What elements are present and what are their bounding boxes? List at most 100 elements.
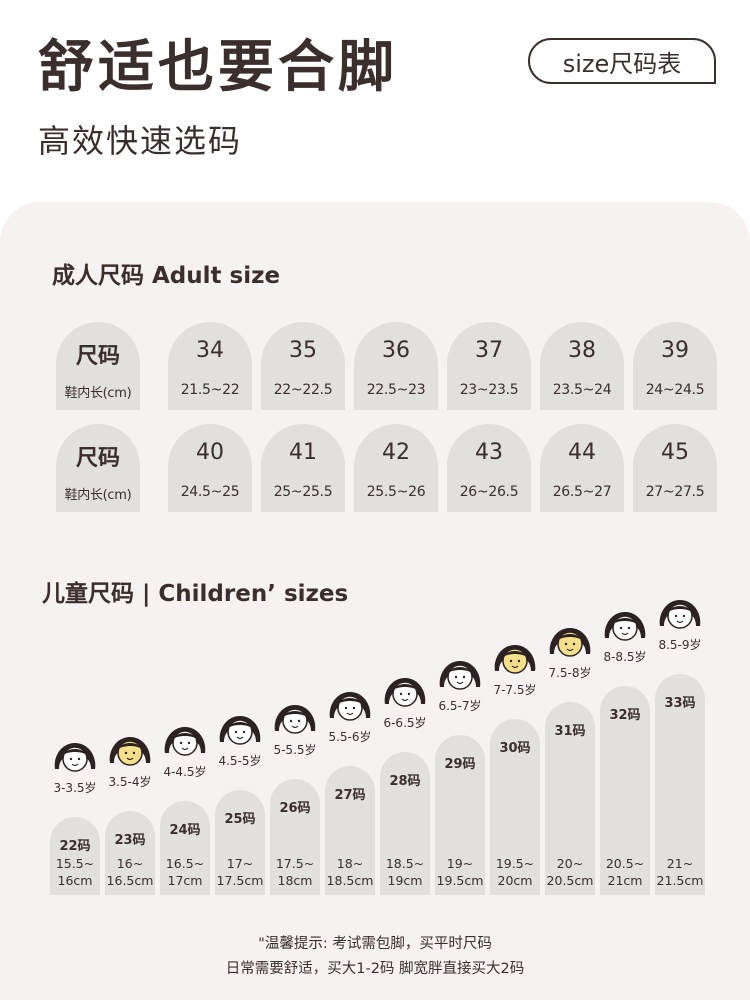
kid-size-code: 29码 — [444, 757, 476, 772]
tip-line-2: 日常需要舒适，买大1-2码 脚宽胖直接买大2码 — [225, 961, 525, 977]
page-subtitle: 高效快速选码 — [38, 122, 243, 160]
kid-size-bar: 30码 19.5~ 20cm — [490, 719, 540, 895]
kid-size-code: 25码 — [224, 812, 256, 827]
kid-length-line-1: 17~ — [226, 856, 254, 871]
size-value: 36 — [382, 338, 410, 363]
kid-length-line-2: 21.5cm — [656, 873, 704, 888]
kid-size-bar: 22码 15.5~ 16cm — [50, 817, 100, 895]
kid-size-bar: 28码 18.5~ 19cm — [380, 752, 430, 895]
kid-age-label: 7.5-8岁 — [548, 666, 592, 680]
kid-length-line-2: 16cm — [57, 873, 93, 888]
length-value: 22~22.5 — [273, 382, 333, 398]
size-cell[interactable]: 38 23.5~24 — [540, 322, 624, 410]
kid-length-line-1: 19~ — [446, 856, 474, 871]
kid-length-line-1: 20~ — [556, 856, 584, 871]
kid-length-line-2: 20cm — [497, 873, 533, 888]
kid-age-label: 3.5-4岁 — [108, 775, 152, 789]
kid-foot-length: 16.5~ 17cm — [156, 855, 214, 889]
kid-age-label: 5.5-6岁 — [328, 730, 372, 744]
length-value: 26~26.5 — [459, 484, 519, 500]
size-cell[interactable]: 39 24~24.5 — [633, 322, 717, 410]
kid-foot-length: 19~ 19.5cm — [431, 855, 489, 889]
kid-age-label: 4-4.5岁 — [163, 765, 207, 779]
kid-size-code: 30码 — [499, 741, 531, 756]
size-cell[interactable]: 40 24.5~25 — [168, 424, 252, 512]
kid-age-label: 4.5-5岁 — [218, 754, 262, 768]
adult-section-title: 成人尺码 Adult size — [52, 263, 281, 289]
kid-length-line-1: 20.5~ — [605, 856, 645, 871]
kid-foot-length: 18~ 18.5cm — [321, 855, 379, 889]
kid-length-line-2: 16.5cm — [106, 873, 154, 888]
size-cell[interactable]: 35 22~22.5 — [261, 322, 345, 410]
kid-foot-length: 20.5~ 21cm — [596, 855, 654, 889]
length-label: 鞋内长(cm) — [64, 488, 132, 503]
child-face-icon — [656, 596, 704, 630]
kid-length-line-1: 16.5~ — [165, 856, 205, 871]
kid-length-line-2: 17cm — [167, 873, 203, 888]
kid-length-line-1: 16~ — [116, 856, 144, 871]
kid-length-line-2: 19.5cm — [436, 873, 484, 888]
length-value: 22.5~23 — [366, 382, 426, 398]
tip-line-1: "温馨提示: 考试需包脚，买平时尺码 — [258, 936, 492, 952]
kid-length-line-2: 18cm — [277, 873, 313, 888]
size-value: 41 — [289, 440, 317, 465]
size-value: 34 — [196, 338, 224, 363]
size-cell[interactable]: 44 26.5~27 — [540, 424, 624, 512]
length-value: 21.5~22 — [180, 382, 240, 398]
kid-length-line-1: 19.5~ — [495, 856, 535, 871]
size-value: 39 — [661, 338, 689, 363]
adult-size-row-1: 尺码 鞋内长(cm) 34 21.5~22 35 22~22.5 36 22.5~23… — [56, 322, 717, 410]
child-face-icon — [161, 723, 209, 757]
size-value: 38 — [568, 338, 596, 363]
kid-foot-length: 17.5~ 18cm — [266, 855, 324, 889]
kid-age-label: 8-8.5岁 — [603, 650, 647, 664]
child-face-highlight-icon — [546, 624, 594, 658]
length-value: 24~24.5 — [645, 382, 705, 398]
kid-size-bar: 27码 18~ 18.5cm — [325, 766, 375, 895]
kid-length-line-1: 18~ — [336, 856, 364, 871]
kid-size-code: 27码 — [334, 788, 366, 803]
kid-size-bar: 29码 19~ 19.5cm — [435, 735, 485, 895]
kid-foot-length: 16~ 16.5cm — [101, 855, 159, 889]
child-face-icon — [381, 674, 429, 708]
kid-length-line-2: 21cm — [607, 873, 643, 888]
length-value: 23~23.5 — [459, 382, 519, 398]
size-label: 尺码 — [75, 344, 120, 369]
child-face-icon — [601, 608, 649, 642]
size-cell[interactable]: 42 25.5~26 — [354, 424, 438, 512]
length-label: 鞋内长(cm) — [64, 386, 132, 401]
length-value: 23.5~24 — [552, 382, 612, 398]
child-face-icon — [271, 701, 319, 735]
kid-size-code: 24码 — [169, 823, 201, 838]
length-value: 25~25.5 — [273, 484, 333, 500]
size-cell[interactable]: 41 25~25.5 — [261, 424, 345, 512]
size-value: 45 — [661, 440, 689, 465]
kid-size-bar: 24码 16.5~ 17cm — [160, 801, 210, 895]
length-value: 27~27.5 — [645, 484, 705, 500]
kid-foot-length: 15.5~ 16cm — [46, 855, 104, 889]
size-cell[interactable]: 37 23~23.5 — [447, 322, 531, 410]
child-face-icon — [326, 688, 374, 722]
size-cell[interactable]: 45 27~27.5 — [633, 424, 717, 512]
kid-age-label: 3-3.5岁 — [53, 781, 97, 795]
child-face-highlight-icon — [106, 733, 154, 767]
kid-length-line-2: 20.5cm — [546, 873, 594, 888]
kid-length-line-2: 17.5cm — [216, 873, 264, 888]
size-cell[interactable]: 43 26~26.5 — [447, 424, 531, 512]
child-face-highlight-icon — [491, 641, 539, 675]
kid-length-line-2: 18.5cm — [326, 873, 374, 888]
size-value: 35 — [289, 338, 317, 363]
length-value: 26.5~27 — [552, 484, 612, 500]
child-face-icon — [51, 739, 99, 773]
child-face-icon — [216, 712, 264, 746]
size-cell[interactable]: 34 21.5~22 — [168, 322, 252, 410]
kid-age-label: 5-5.5岁 — [273, 743, 317, 757]
kid-size-code: 28码 — [389, 774, 421, 789]
kid-size-bar: 32码 20.5~ 21cm — [600, 686, 650, 895]
kid-foot-length: 19.5~ 20cm — [486, 855, 544, 889]
kid-foot-length: 18.5~ 19cm — [376, 855, 434, 889]
size-chart-button[interactable]: size尺码表 — [528, 38, 716, 84]
kid-length-line-1: 17.5~ — [275, 856, 315, 871]
size-cell[interactable]: 36 22.5~23 — [354, 322, 438, 410]
kid-size-bar: 25码 17~ 17.5cm — [215, 790, 265, 895]
